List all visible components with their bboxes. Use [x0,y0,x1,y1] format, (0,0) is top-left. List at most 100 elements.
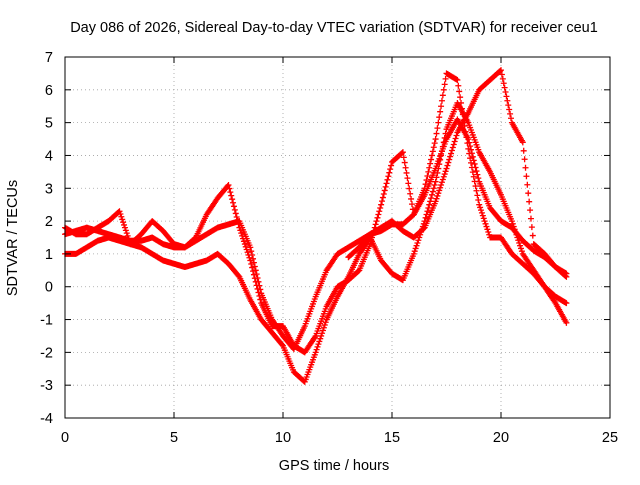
data-point [228,192,235,199]
data-point [256,293,263,300]
data-point [439,92,446,99]
data-point [399,149,406,156]
data-point [439,143,446,150]
data-point [319,330,326,337]
data-point [249,264,256,271]
y-tick-label: 2 [45,214,53,230]
data-point [410,250,417,257]
data-point [435,165,442,172]
data-point [121,221,128,228]
data-point [226,185,233,192]
data-point [123,230,130,237]
data-point [471,178,478,185]
data-point [521,156,528,163]
data-point [445,159,452,166]
data-point [379,194,386,201]
data-point [503,93,510,100]
data-point [485,229,492,236]
data-point [116,208,123,215]
data-point [473,168,480,175]
data-point [481,218,488,225]
data-point [479,212,486,219]
data-point [117,210,124,217]
data-point [248,248,255,255]
data-point [246,254,253,261]
data-point [227,189,234,196]
data-point [448,147,455,154]
y-axis-label: SDTVAR / TECUs [5,180,21,296]
data-point [251,263,258,270]
data-point [517,242,524,249]
data-point [257,296,264,303]
data-point [439,176,446,183]
data-point [375,211,382,218]
plot-frame [64,56,611,419]
data-point [434,192,441,199]
data-point [442,130,449,137]
data-point [467,155,474,162]
data-point [482,220,489,227]
data-point [475,175,482,182]
data-point [434,169,441,176]
data-point [468,164,475,171]
data-point [438,179,445,186]
data-point [385,173,392,180]
y-tick-label: -4 [40,411,53,427]
data-point [443,165,450,172]
data-point [423,177,430,184]
data-point [430,185,437,192]
x-tick-label: 10 [275,430,291,446]
data-point [240,238,247,245]
data-point [235,221,242,228]
data-point [433,130,440,137]
data-point [404,175,411,182]
data-point [432,178,439,185]
chart-title: Day 086 of 2026, Sidereal Day-to-day VTE… [70,20,598,36]
data-point [415,237,422,244]
data-point [426,164,433,171]
data-point [252,267,259,274]
data-point [438,148,445,155]
data-point [427,160,434,167]
data-point [401,159,408,166]
data-point [440,139,447,146]
data-point [437,108,444,115]
data-point [421,185,428,192]
data-point [441,171,448,178]
data-point [528,224,535,231]
data-point [433,195,440,202]
data-point [436,161,443,168]
series-4 [345,67,570,277]
data-point [438,181,445,188]
data-point [514,234,521,241]
y-tick-label: 5 [45,116,53,132]
data-point [243,246,250,253]
data-point [465,145,472,152]
data-point [452,135,459,142]
data-point [563,300,570,307]
data-point [466,150,473,157]
data-point [509,220,516,227]
data-point [412,245,419,252]
data-point [469,169,476,176]
data-point [252,278,259,285]
data-point [507,115,514,122]
data-point [505,102,512,109]
data-point [229,196,236,203]
data-point [470,173,477,180]
data-point [244,249,251,256]
data-point [376,208,383,215]
data-point [372,221,379,228]
data-point [119,216,126,223]
data-point [480,215,487,222]
data-point [472,183,479,190]
x-tick-label: 20 [493,430,509,446]
data-point [379,198,386,205]
data-point [122,227,129,234]
x-tick-label: 15 [384,430,400,446]
data-point [497,67,504,74]
data-point [247,257,254,264]
series-3 [62,70,570,356]
data-point [499,75,506,82]
data-point [501,84,508,91]
